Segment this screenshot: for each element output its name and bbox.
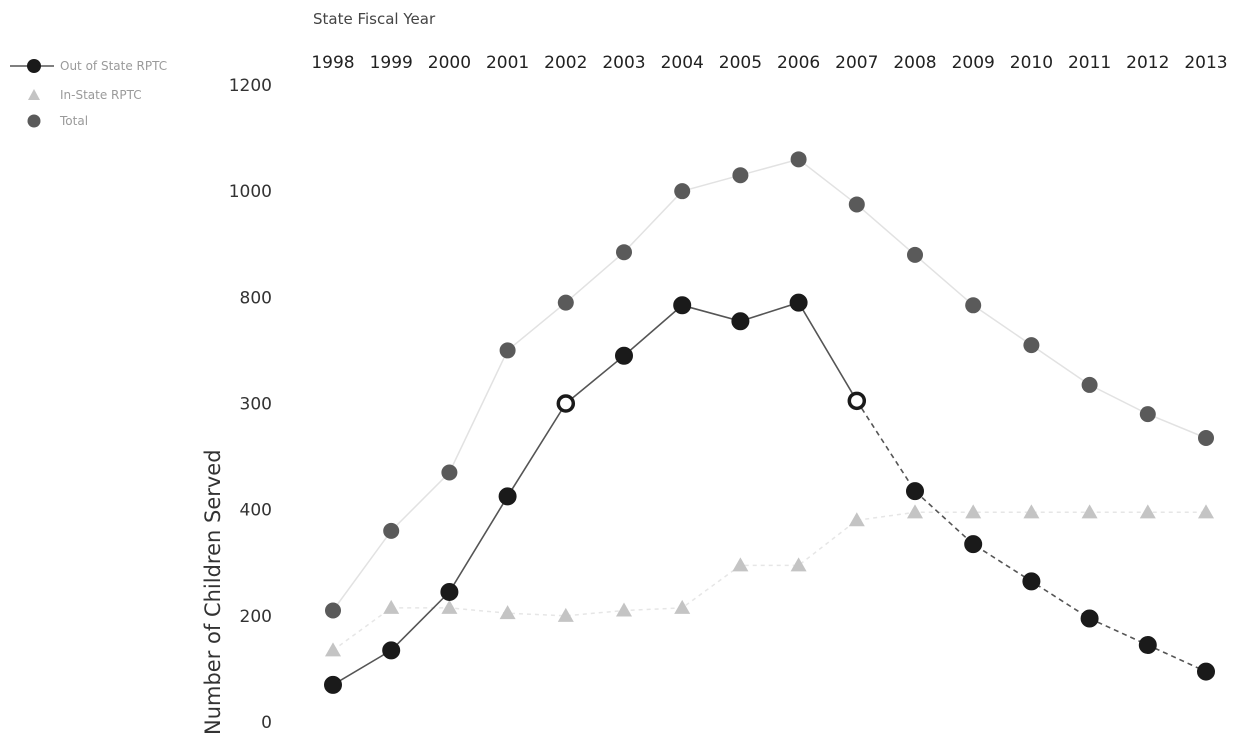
data-point-in-state bbox=[1023, 504, 1040, 519]
data-point-out-of-state bbox=[440, 582, 459, 601]
data-point-in-state bbox=[907, 504, 923, 519]
legend-swatch-circle bbox=[27, 59, 41, 73]
x-tick-label: 2007 bbox=[835, 53, 878, 73]
data-point-total bbox=[1023, 337, 1040, 354]
data-point-in-state bbox=[616, 602, 632, 617]
data-point-total bbox=[732, 167, 749, 184]
data-point-out-of-state bbox=[789, 293, 808, 312]
data-point-in-state bbox=[1081, 504, 1098, 519]
data-point-out-of-state bbox=[498, 487, 517, 506]
x-tick-label: 2005 bbox=[719, 53, 762, 73]
x-axis-title: State Fiscal Year bbox=[313, 10, 436, 28]
x-tick-label: 2012 bbox=[1126, 53, 1169, 73]
data-point-out-of-state bbox=[1197, 662, 1215, 681]
data-point-in-state bbox=[557, 607, 574, 622]
x-tick-label: 2004 bbox=[661, 53, 704, 73]
y-tick-label: 800 bbox=[240, 288, 272, 308]
y-tick-label: 0 bbox=[261, 713, 272, 733]
data-point-total bbox=[674, 183, 691, 200]
data-point-in-state bbox=[732, 557, 749, 572]
series-line-in-state bbox=[332, 511, 1206, 651]
data-point-total bbox=[383, 522, 400, 539]
data-point-in-state bbox=[965, 504, 982, 519]
legend-swatch-triangle bbox=[28, 89, 40, 100]
series-line-total bbox=[332, 158, 1207, 611]
data-point-total bbox=[907, 246, 923, 263]
data-point-out-of-state bbox=[382, 641, 401, 660]
data-point-in-state bbox=[848, 512, 865, 527]
y-tick-label: 400 bbox=[240, 501, 272, 521]
y-axis-title: Number of Children Served bbox=[201, 449, 225, 735]
data-point-total bbox=[557, 294, 574, 311]
x-tick-label: 2000 bbox=[428, 53, 471, 73]
data-point-out-of-state bbox=[1080, 609, 1099, 628]
legend-label: Out of State RPTC bbox=[60, 59, 167, 73]
data-point-out-of-state bbox=[556, 394, 576, 413]
series-layer bbox=[324, 151, 1215, 694]
y-tick-labels: 0 200 400 300 800 1000 1200 bbox=[229, 76, 272, 733]
legend-item: Out of State RPTC bbox=[10, 59, 167, 73]
y-tick-label: 1200 bbox=[229, 76, 272, 96]
data-point-out-of-state bbox=[964, 535, 983, 554]
data-point-total bbox=[965, 297, 982, 314]
x-tick-label: 2002 bbox=[544, 53, 587, 73]
y-tick-label: 1000 bbox=[229, 182, 272, 202]
series-line-out-of-state bbox=[332, 301, 858, 686]
data-point-in-state bbox=[441, 599, 458, 614]
data-point-out-of-state bbox=[673, 296, 692, 315]
data-point-total bbox=[325, 602, 341, 619]
data-point-total bbox=[790, 151, 807, 168]
x-tick-label: 2011 bbox=[1068, 53, 1111, 73]
legend-item: In-State RPTC bbox=[28, 88, 142, 102]
series-line-out-of-state-projected bbox=[856, 400, 1207, 673]
y-tick-label: 300 bbox=[240, 395, 272, 415]
data-point-in-state bbox=[790, 557, 807, 572]
x-tick-label: 2003 bbox=[602, 53, 645, 73]
data-point-out-of-state bbox=[731, 312, 750, 331]
x-tick-label: 2010 bbox=[1010, 53, 1053, 73]
legend-label: Total bbox=[59, 114, 88, 128]
legend: Out of State RPTC In-State RPTC Total bbox=[10, 59, 167, 128]
data-point-in-state bbox=[674, 599, 691, 614]
data-point-in-state bbox=[1198, 504, 1214, 519]
data-point-total bbox=[616, 244, 632, 261]
data-point-out-of-state bbox=[847, 391, 867, 411]
data-point-total bbox=[1198, 430, 1214, 447]
data-point-total bbox=[1081, 376, 1098, 393]
data-point-out-of-state bbox=[324, 675, 342, 694]
x-tick-label: 2006 bbox=[777, 53, 820, 73]
data-point-out-of-state bbox=[906, 482, 924, 501]
x-tick-labels: 1998 1999 2000 2001 2002 2003 2004 2005 2006 2007… bbox=[311, 53, 1227, 73]
x-tick-label: 2009 bbox=[952, 53, 995, 73]
y-tick-label: 200 bbox=[240, 607, 272, 627]
data-point-out-of-state bbox=[1022, 572, 1041, 591]
data-point-in-state bbox=[1139, 504, 1156, 519]
x-tick-label: 2008 bbox=[893, 53, 936, 73]
data-point-total bbox=[441, 464, 458, 481]
data-point-total bbox=[1139, 406, 1156, 423]
data-point-out-of-state bbox=[615, 346, 633, 365]
data-point-total bbox=[848, 196, 865, 213]
legend-item: Total bbox=[27, 114, 88, 128]
x-tick-label: 2013 bbox=[1184, 53, 1227, 73]
data-point-in-state bbox=[325, 642, 341, 657]
legend-label: In-State RPTC bbox=[60, 88, 142, 102]
legend-swatch-circle bbox=[27, 114, 41, 128]
data-point-out-of-state bbox=[1138, 636, 1157, 655]
x-tick-label: 2001 bbox=[486, 53, 529, 73]
data-point-total bbox=[499, 342, 516, 359]
x-tick-label: 1999 bbox=[370, 53, 413, 73]
data-point-in-state bbox=[499, 605, 516, 620]
data-point-in-state bbox=[383, 599, 400, 614]
x-tick-label: 1998 bbox=[311, 53, 354, 73]
